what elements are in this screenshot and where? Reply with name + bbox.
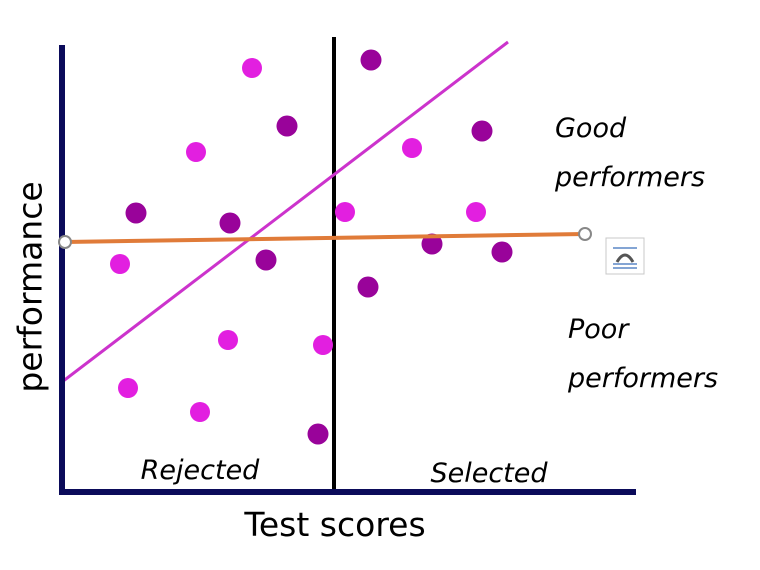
dot xyxy=(466,202,486,222)
dot xyxy=(357,276,379,298)
icon-arch xyxy=(615,253,635,263)
region-label: Rejected xyxy=(141,455,261,486)
dot xyxy=(219,212,241,234)
quadrant-label: Good xyxy=(555,113,627,144)
dot xyxy=(255,249,277,271)
quadrant-label: Poor xyxy=(568,314,630,345)
line-handle[interactable] xyxy=(58,235,72,249)
threshold-line xyxy=(64,232,586,244)
y-axis-label: performance xyxy=(11,181,50,392)
regression-line xyxy=(61,40,509,384)
dot xyxy=(335,202,355,222)
dot xyxy=(421,233,443,255)
dot xyxy=(190,402,210,422)
quadrant-label: performers xyxy=(567,363,718,394)
dot xyxy=(491,241,513,263)
dot xyxy=(125,202,147,224)
dot xyxy=(471,120,493,142)
x-axis-label: Test scores xyxy=(243,505,425,544)
dot xyxy=(307,423,329,445)
dot xyxy=(313,335,333,355)
dot xyxy=(118,378,138,398)
dot xyxy=(360,49,382,71)
dot xyxy=(242,58,262,78)
dot xyxy=(218,330,238,350)
purple-dots xyxy=(125,49,513,445)
region-label: Selected xyxy=(430,458,548,489)
dot xyxy=(402,138,422,158)
pink-dots xyxy=(110,58,486,422)
quadrant-label: performers xyxy=(554,162,705,193)
dot xyxy=(186,142,206,162)
dot xyxy=(110,254,130,274)
layout-options-icon[interactable] xyxy=(605,237,645,275)
dot xyxy=(276,115,298,137)
line-handle[interactable] xyxy=(578,227,592,241)
